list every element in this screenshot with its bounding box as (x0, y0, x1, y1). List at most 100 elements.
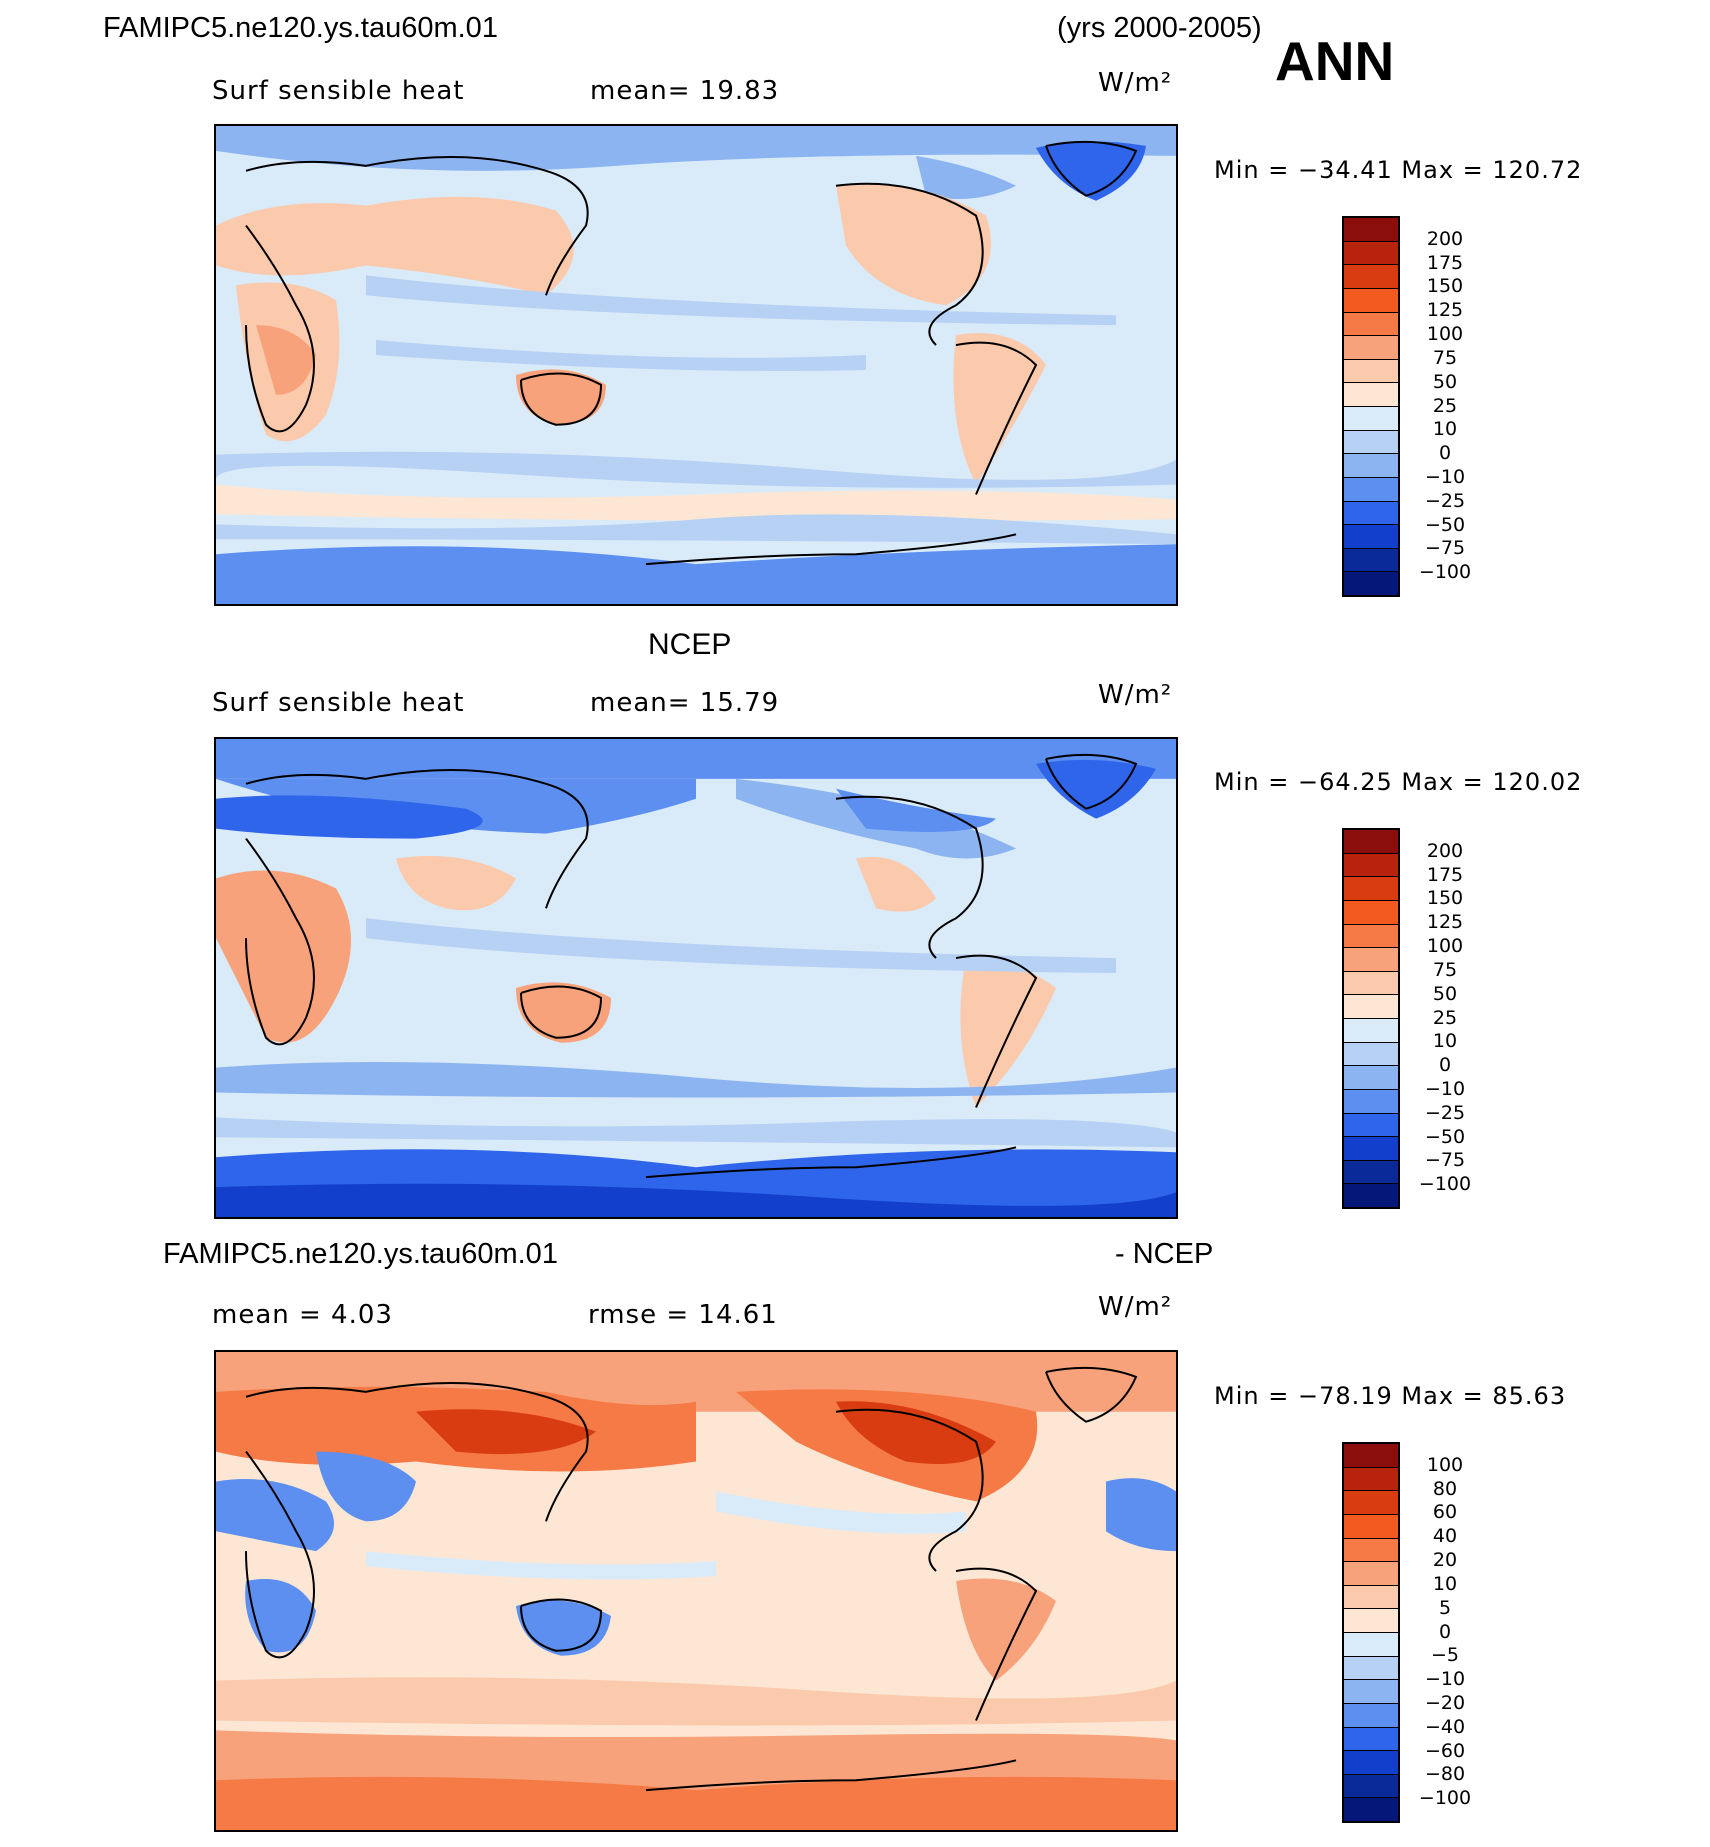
colorbar-swatch (1344, 1113, 1398, 1138)
colorbar-tick-label: 60 (1432, 1501, 1458, 1524)
colorbar-swatch (1344, 1467, 1398, 1492)
panel3-rmse: rmse = 14.61 (588, 1300, 778, 1330)
colorbar-swatch (1344, 572, 1398, 595)
colorbar-swatch (1344, 830, 1398, 854)
colorbar-tick-label: 100 (1426, 1453, 1464, 1476)
panel1-variable: Surf sensible heat (212, 76, 465, 106)
panel3-units: W/m² (1098, 1292, 1173, 1322)
colorbar-swatch (1344, 1160, 1398, 1185)
colorbar-tick-label: −100 (1418, 1173, 1472, 1196)
colorbar-swatch (1344, 1774, 1398, 1799)
colorbar-tick-label: 100 (1426, 935, 1464, 958)
colorbar-swatch (1344, 265, 1398, 289)
colorbar-swatch (1344, 900, 1398, 925)
colorbar-tick-label: −10 (1424, 1077, 1466, 1100)
colorbar-tick-label: 125 (1426, 299, 1464, 322)
colorbar-tick-label: 150 (1426, 275, 1464, 298)
colorbar-tick-label: 100 (1426, 323, 1464, 346)
colorbar-tick-label: −50 (1424, 1125, 1466, 1148)
colorbar-tick-label: −75 (1424, 537, 1466, 560)
colorbar-swatch (1344, 359, 1398, 384)
colorbar-swatch (1344, 853, 1398, 878)
panel2-variable: Surf sensible heat (212, 688, 465, 718)
colorbar-swatch (1344, 948, 1398, 972)
colorbar-swatch (1344, 383, 1398, 407)
colorbar-swatch (1344, 1514, 1398, 1539)
colorbar-swatch (1344, 1444, 1398, 1468)
colorbar-swatch (1344, 1751, 1398, 1775)
colorbar-swatch (1344, 1585, 1398, 1610)
season-label: ANN (1275, 30, 1395, 92)
colorbar-swatch (1344, 924, 1398, 949)
colorbar-swatch (1344, 477, 1398, 502)
colorbar-swatch (1344, 407, 1398, 431)
colorbar-tick-label: −100 (1418, 1787, 1472, 1810)
panel3-colorbar (1342, 1442, 1400, 1823)
colorbar-tick-label: −5 (1430, 1644, 1459, 1667)
colorbar-swatch (1344, 1089, 1398, 1114)
colorbar-tick-label: 125 (1426, 911, 1464, 934)
colorbar-tick-label: −25 (1424, 1101, 1466, 1124)
colorbar-tick-label: −20 (1424, 1691, 1466, 1714)
colorbar-tick-label: 10 (1432, 1572, 1458, 1595)
colorbar-tick-label: 20 (1432, 1549, 1458, 1572)
panel1-map (214, 124, 1178, 606)
colorbar-tick-label: −10 (1424, 465, 1466, 488)
colorbar-swatch (1344, 1680, 1398, 1704)
colorbar-tick-label: 0 (1438, 1054, 1452, 1077)
colorbar-swatch (1344, 1562, 1398, 1586)
colorbar-swatch (1344, 1538, 1398, 1563)
colorbar-swatch (1344, 1137, 1398, 1161)
colorbar-swatch (1344, 995, 1398, 1019)
colorbar-tick-label: 25 (1432, 1006, 1458, 1029)
panel3-title-right: - NCEP (1115, 1238, 1214, 1270)
colorbar-tick-label: 50 (1432, 370, 1458, 393)
colorbar-tick-label: 40 (1432, 1525, 1458, 1548)
colorbar-tick-label: −50 (1424, 513, 1466, 536)
years-label: (yrs 2000-2005) (1057, 12, 1262, 44)
colorbar-tick-label: 150 (1426, 887, 1464, 910)
colorbar-swatch (1344, 1184, 1398, 1207)
colorbar-tick-label: 10 (1432, 1030, 1458, 1053)
case-name: FAMIPC5.ne120.ys.tau60m.01 (103, 12, 498, 44)
colorbar-swatch (1344, 501, 1398, 526)
colorbar-tick-label: 25 (1432, 394, 1458, 417)
colorbar-swatch (1344, 241, 1398, 266)
colorbar-swatch (1344, 430, 1398, 455)
panel2-map (214, 737, 1178, 1219)
colorbar-swatch (1344, 1798, 1398, 1821)
colorbar-swatch (1344, 1609, 1398, 1633)
colorbar-tick-label: 5 (1438, 1596, 1452, 1619)
panel3-colorbar-ticks: 100 80 60 40 20 10 5 0 −5 −10 −20 −40 −60 −80 −100 (1410, 1442, 1490, 1823)
colorbar-swatch (1344, 1727, 1398, 1752)
panel2-title: NCEP (648, 628, 732, 661)
colorbar-tick-label: −100 (1418, 561, 1472, 584)
panel3-heatmap (216, 1352, 1176, 1830)
panel3-map (214, 1350, 1178, 1832)
colorbar-tick-label: −10 (1424, 1668, 1466, 1691)
colorbar-swatch (1344, 1042, 1398, 1067)
colorbar-swatch (1344, 336, 1398, 360)
panel3-minmax: Min = −78.19 Max = 85.63 (1214, 1382, 1567, 1410)
colorbar-tick-label: 0 (1438, 442, 1452, 465)
colorbar-tick-label: 175 (1426, 251, 1464, 274)
panel1-mean: mean= 19.83 (590, 76, 780, 106)
colorbar-tick-label: −60 (1424, 1739, 1466, 1762)
panel2-units: W/m² (1098, 680, 1173, 710)
colorbar-tick-label: 50 (1432, 982, 1458, 1005)
panel1-units: W/m² (1098, 68, 1173, 98)
colorbar-tick-label: −80 (1424, 1763, 1466, 1786)
colorbar-swatch (1344, 312, 1398, 337)
panel2-colorbar (1342, 828, 1400, 1209)
panel3-mean: mean = 4.03 (212, 1300, 393, 1330)
colorbar-tick-label: 200 (1426, 839, 1464, 862)
panel3-title-left: FAMIPC5.ne120.ys.tau60m.01 (163, 1238, 558, 1270)
colorbar-swatch (1344, 1066, 1398, 1090)
colorbar-swatch (1344, 1656, 1398, 1681)
colorbar-tick-label: 10 (1432, 418, 1458, 441)
colorbar-tick-label: 75 (1432, 346, 1458, 369)
colorbar-tick-label: 0 (1438, 1620, 1452, 1643)
panel1-colorbar (1342, 216, 1400, 597)
colorbar-tick-label: −75 (1424, 1149, 1466, 1172)
colorbar-tick-label: 200 (1426, 227, 1464, 250)
